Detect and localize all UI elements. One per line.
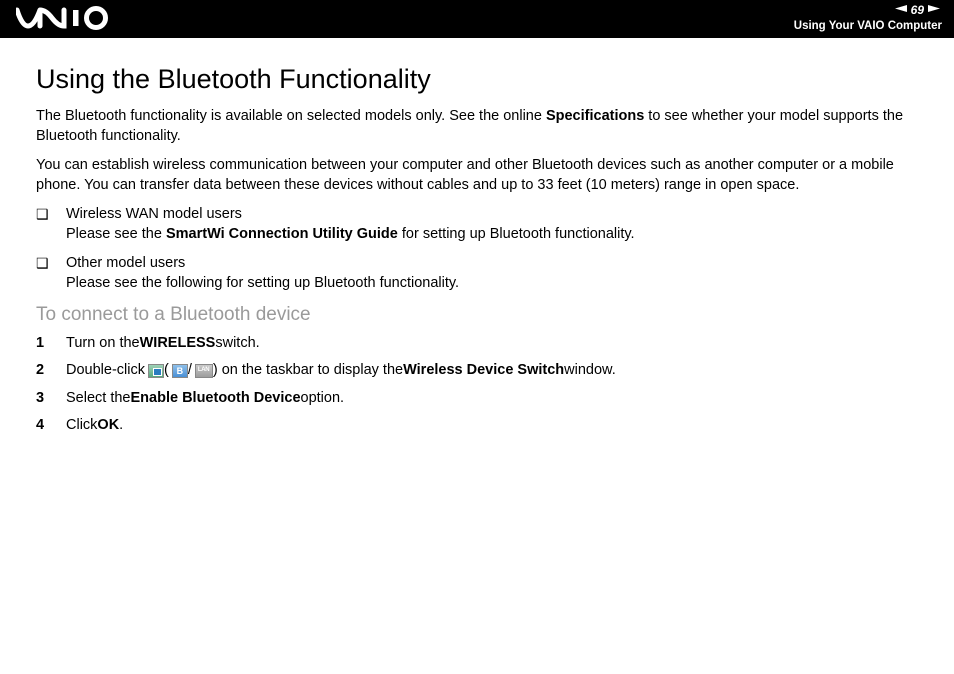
text: ) on the taskbar to display the (213, 361, 403, 381)
text: Other model users (66, 255, 185, 271)
step-item: 3 Select the Enable Bluetooth Device opt… (36, 389, 922, 409)
text: ( (164, 361, 169, 381)
sub-heading: To connect to a Bluetooth device (36, 304, 922, 326)
text: Select the (66, 389, 131, 409)
step-body: Turn on the WIRELESS switch. (66, 334, 922, 354)
page-number: 69 (911, 3, 924, 18)
bullet-icon: ❑ (36, 254, 66, 293)
vaio-logo (16, 6, 112, 30)
step-item: 2 Double-click ( B / ) on the taskbar to… (36, 361, 922, 381)
text: Please see the following for setting up … (66, 275, 459, 291)
bluetooth-b-icon: B (172, 364, 188, 378)
step-number: 1 (36, 334, 66, 354)
text: The Bluetooth functionality is available… (36, 108, 546, 124)
text-bold: OK (97, 416, 119, 436)
text: . (119, 416, 123, 436)
step-number: 4 (36, 416, 66, 436)
step-body: Double-click ( B / ) on the taskbar to d… (66, 361, 922, 381)
taskbar-wireless-icon (148, 364, 164, 378)
step-number: 3 (36, 389, 66, 409)
text: / (188, 361, 192, 381)
page-content: Using the Bluetooth Functionality The Bl… (0, 38, 954, 436)
bullet-icon: ❑ (36, 205, 66, 244)
intro-paragraph-1: The Bluetooth functionality is available… (36, 107, 922, 146)
step-item: 1 Turn on the WIRELESS switch. (36, 334, 922, 354)
bullet-body: Other model users Please see the followi… (66, 254, 922, 293)
bullet-list: ❑ Wireless WAN model users Please see th… (36, 205, 922, 293)
text: for setting up Bluetooth functionality. (398, 226, 635, 242)
text: option. (301, 389, 345, 409)
text: Please see the (66, 226, 166, 242)
step-item: 4 Click OK. (36, 416, 922, 436)
text: Turn on the (66, 334, 140, 354)
lan-grey-icon (195, 364, 213, 378)
bullet-body: Wireless WAN model users Please see the … (66, 205, 922, 244)
page-nav: 69 (794, 3, 942, 19)
step-list: 1 Turn on the WIRELESS switch. 2 Double-… (36, 334, 922, 436)
text-bold: SmartWi Connection Utility Guide (166, 226, 398, 242)
list-item: ❑ Wireless WAN model users Please see th… (36, 205, 922, 244)
text: window. (564, 361, 616, 381)
text: Click (66, 416, 97, 436)
step-number: 2 (36, 361, 66, 381)
text-bold: Specifications (546, 108, 644, 124)
text-bold: WIRELESS (140, 334, 216, 354)
next-page-arrow-icon[interactable] (928, 3, 942, 19)
step-body: Select the Enable Bluetooth Device optio… (66, 389, 922, 409)
header-right: 69 Using Your VAIO Computer (794, 3, 942, 33)
prev-page-arrow-icon[interactable] (893, 3, 907, 19)
header-section-title: Using Your VAIO Computer (794, 19, 942, 33)
text: Wireless WAN model users (66, 206, 242, 222)
list-item: ❑ Other model users Please see the follo… (36, 254, 922, 293)
intro-paragraph-2: You can establish wireless communication… (36, 156, 922, 195)
step-body: Click OK. (66, 416, 922, 436)
page-header: 69 Using Your VAIO Computer (0, 0, 954, 38)
text: Double-click (66, 361, 145, 381)
text-bold: Enable Bluetooth Device (131, 389, 301, 409)
page-title: Using the Bluetooth Functionality (36, 64, 922, 95)
text: switch. (215, 334, 259, 354)
text-bold: Wireless Device Switch (403, 361, 564, 381)
